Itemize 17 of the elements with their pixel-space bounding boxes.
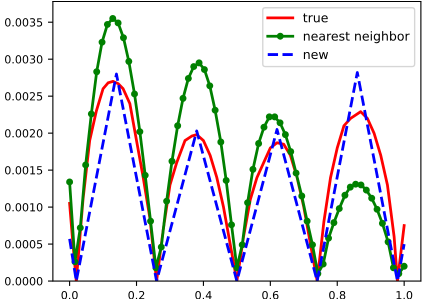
x-tick-label: 0.8 [329,290,346,299]
y-tick-label: 0.0000 [5,277,42,286]
y-tick-label: 0.0005 [5,240,42,248]
legend-label: nearest neighbor [304,31,410,44]
y-tick-label: 0.0020 [5,129,42,138]
x-tick-label: 0.0 [62,290,78,299]
legend-label: new [304,52,328,60]
y-tick-label: 0.0010 [5,203,42,212]
y-tick-label: 0.0015 [5,166,42,174]
x-tick-label: 0.2 [128,290,144,299]
x-tick-label: 0.4 [195,290,212,299]
x-tick-label: 0.6 [262,290,278,299]
y-tick-label: 0.0035 [5,18,42,27]
y-tick-label: 0.0030 [5,55,42,64]
legend-label: true [303,13,328,22]
x-tick-label: 1.0 [396,290,412,299]
y-tick-label: 0.0025 [5,92,42,101]
